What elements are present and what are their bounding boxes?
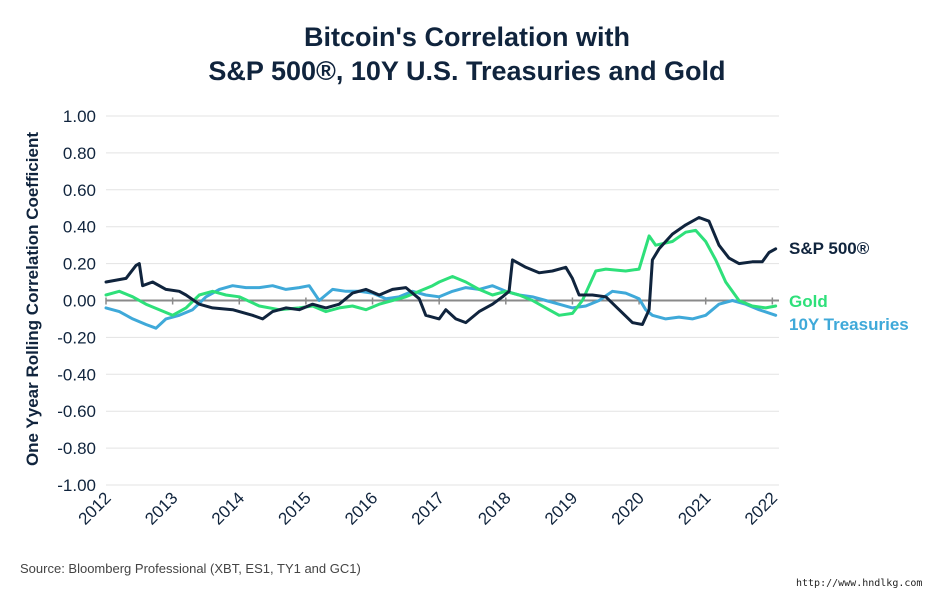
y-tick-label: 0.40 xyxy=(63,218,96,237)
x-tick-label: 2016 xyxy=(341,488,381,528)
y-tick-label: -1.00 xyxy=(57,476,96,495)
x-tick-label: 2021 xyxy=(674,488,714,528)
x-tick-label: 2018 xyxy=(474,488,514,528)
series-lines xyxy=(104,216,778,330)
grid-lines xyxy=(105,115,779,486)
series-end-label: 10Y Treasuries xyxy=(789,315,909,334)
y-tick-label: -0.20 xyxy=(57,328,96,347)
source-note: Source: Bloomberg Professional (XBT, ES1… xyxy=(20,561,361,576)
x-tick-label: 2022 xyxy=(741,488,781,528)
y-tick-label: 0.20 xyxy=(63,255,96,274)
x-tick-label: 2020 xyxy=(608,488,648,528)
watermark-url: http://www.hndlkg.com xyxy=(796,578,923,589)
chart-title-line1: Bitcoin's Correlation with xyxy=(304,22,630,52)
y-tick-label: 1.00 xyxy=(63,107,96,126)
y-tick-label: -0.60 xyxy=(57,402,96,421)
x-tick-label: 2019 xyxy=(541,488,581,528)
x-tick-label: 2013 xyxy=(141,488,181,528)
series-end-label: S&P 500® xyxy=(789,239,870,258)
y-tick-label: -0.40 xyxy=(57,365,96,384)
series-line-s-p-500 xyxy=(104,216,778,326)
series-end-labels: S&P 500® Gold 10Y Treasuries xyxy=(789,239,909,334)
x-tick-label: 2017 xyxy=(408,488,448,528)
series-end-label: Gold xyxy=(789,292,828,311)
x-tick-label: 2015 xyxy=(275,488,315,528)
x-tick-label: 2014 xyxy=(208,488,248,528)
chart-title-line2: S&P 500®, 10Y U.S. Treasuries and Gold xyxy=(208,56,726,86)
x-tick-labels: 2012 2013 2014 2015 2016 2017 2018 2019 2020 2021… xyxy=(75,488,782,528)
series-line-gold xyxy=(104,228,778,317)
y-tick-labels: 1.00 0.80 0.60 0.40 0.20 0.00 -0.20 -0.40 -0.60 -… xyxy=(57,107,96,495)
y-axis-label: One Yyear Rolling Correlation Coefficien… xyxy=(23,132,42,466)
y-tick-label: 0.60 xyxy=(63,181,96,200)
y-tick-label: 0.80 xyxy=(63,144,96,163)
y-tick-label: 0.00 xyxy=(63,292,96,311)
y-tick-label: -0.80 xyxy=(57,439,96,458)
